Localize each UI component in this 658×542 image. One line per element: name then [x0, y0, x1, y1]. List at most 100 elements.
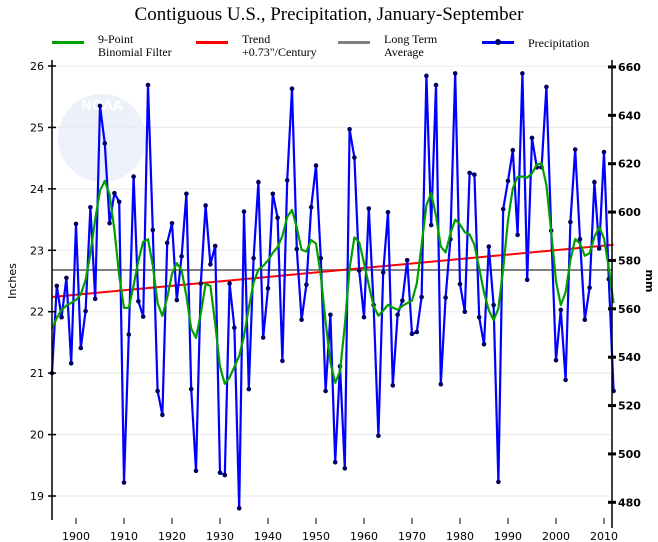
- precipitation-point: [529, 135, 535, 141]
- y-tick-label-right: 640: [618, 109, 641, 122]
- precipitation-point: [515, 232, 520, 238]
- legend-swatch-average: [338, 41, 370, 44]
- precipitation-point: [107, 220, 112, 226]
- y-tick-label-right: 480: [618, 496, 641, 509]
- precipitation-point: [385, 209, 391, 215]
- precipitation-point: [582, 317, 588, 323]
- precipitation-point: [544, 84, 549, 90]
- precipitation-point: [256, 179, 261, 185]
- precipitation-point: [299, 317, 304, 323]
- legend-label-precip: Precipitation: [528, 36, 590, 50]
- precipitation-point: [443, 295, 448, 300]
- y-tick-label-right: 580: [618, 254, 641, 267]
- precipitation-point: [64, 275, 69, 281]
- precipitation-point: [208, 262, 213, 267]
- precipitation-point: [188, 386, 194, 392]
- precipitation-point: [241, 209, 247, 214]
- legend-swatch-filter: [52, 41, 84, 44]
- precipitation-point: [54, 283, 60, 289]
- precipitation-point: [356, 268, 362, 273]
- precipitation-point: [404, 257, 410, 263]
- y-tick-label-left: 23: [30, 244, 44, 257]
- precipitation-point: [121, 480, 127, 485]
- precipitation-point: [198, 281, 204, 286]
- precipitation-point: [553, 357, 559, 363]
- precipitation-point: [313, 163, 319, 168]
- legend-label-filter-line2: Binomial Filter: [98, 45, 172, 59]
- legend-label-trend-line1: Trend: [242, 32, 271, 46]
- precipitation-point: [270, 191, 276, 197]
- precipitation-point: [510, 147, 516, 153]
- legend-label-trend-line2: +0.73"/Century: [242, 45, 317, 59]
- precipitation-point: [491, 302, 496, 308]
- precipitation-point: [131, 174, 136, 179]
- precipitation-point: [332, 459, 338, 465]
- y-tick-label-right: 500: [618, 448, 641, 461]
- x-tick-label: 1900: [62, 530, 90, 542]
- precipitation-point: [102, 141, 108, 146]
- precipitation-point: [203, 203, 208, 208]
- precipitation-point: [352, 155, 357, 160]
- precipitation-point: [280, 358, 285, 364]
- binomial-filter-line: [50, 162, 615, 385]
- precipitation-line: [50, 72, 615, 510]
- y-axis-title-left: Inches: [6, 263, 19, 299]
- precipitation-point: [97, 103, 103, 109]
- precipitation-point: [193, 468, 199, 474]
- precipitation-point: [424, 73, 429, 79]
- precipitation-point: [500, 206, 506, 212]
- legend-swatch-trend: [196, 41, 228, 44]
- precipitation-point: [265, 286, 271, 291]
- x-tick-label: 1940: [254, 530, 282, 542]
- precipitation-point: [347, 126, 352, 132]
- x-tick-label: 1960: [350, 530, 378, 542]
- x-tick-label: 1920: [158, 530, 186, 542]
- precipitation-point: [83, 308, 88, 314]
- precipitation-point: [520, 71, 525, 76]
- y-tick-label-right: 560: [618, 303, 641, 316]
- precipitation-point: [140, 314, 146, 319]
- y-tick-label-left: 21: [30, 367, 44, 380]
- y-tick-label-left: 20: [30, 429, 44, 442]
- precipitation-point: [496, 479, 501, 485]
- precipitation-point: [68, 361, 74, 366]
- precipitation-point: [318, 255, 324, 261]
- y-tick-label-left: 26: [30, 60, 44, 73]
- precipitation-point: [462, 309, 468, 315]
- precipitation-point: [361, 314, 367, 320]
- precipitation-point: [323, 388, 328, 394]
- precipitation-point: [505, 178, 511, 184]
- noaa-logo-watermark: NOAA: [58, 94, 146, 182]
- precipitation-point: [174, 297, 180, 303]
- precipitation-point: [232, 325, 237, 330]
- precipitation-point: [222, 472, 228, 478]
- y-tick-label-right: 600: [618, 206, 641, 219]
- precipitation-point: [145, 82, 151, 88]
- precipitation-point: [116, 199, 122, 205]
- x-tick-label: 1910: [110, 530, 138, 542]
- precipitation-point: [308, 204, 314, 210]
- precipitation-point: [289, 86, 295, 92]
- precipitation-point: [150, 227, 156, 233]
- y-tick-label-right: 620: [618, 158, 641, 171]
- x-tick-label: 2010: [590, 530, 618, 542]
- x-tick-label: 1930: [206, 530, 234, 542]
- precipitation-point: [438, 381, 444, 387]
- precipitation-point: [59, 314, 64, 320]
- y-tick-label-right: 660: [618, 61, 641, 74]
- precipitation-point: [294, 246, 300, 252]
- precipitation-point: [160, 412, 165, 418]
- precipitation-point: [164, 240, 170, 246]
- precipitation-point: [380, 270, 386, 275]
- precipitation-point: [88, 204, 93, 210]
- chart-title: Contiguous U.S., Precipitation, January-…: [134, 4, 524, 25]
- trend-line: [51, 243, 614, 298]
- precipitation-point: [260, 335, 266, 340]
- precipitation-point: [428, 222, 434, 228]
- precipitation-point: [572, 147, 578, 152]
- precipitation-point: [472, 172, 477, 178]
- precipitation-point: [275, 215, 280, 221]
- y-tick-label-right: 540: [618, 351, 641, 364]
- precipitation-point: [366, 206, 372, 211]
